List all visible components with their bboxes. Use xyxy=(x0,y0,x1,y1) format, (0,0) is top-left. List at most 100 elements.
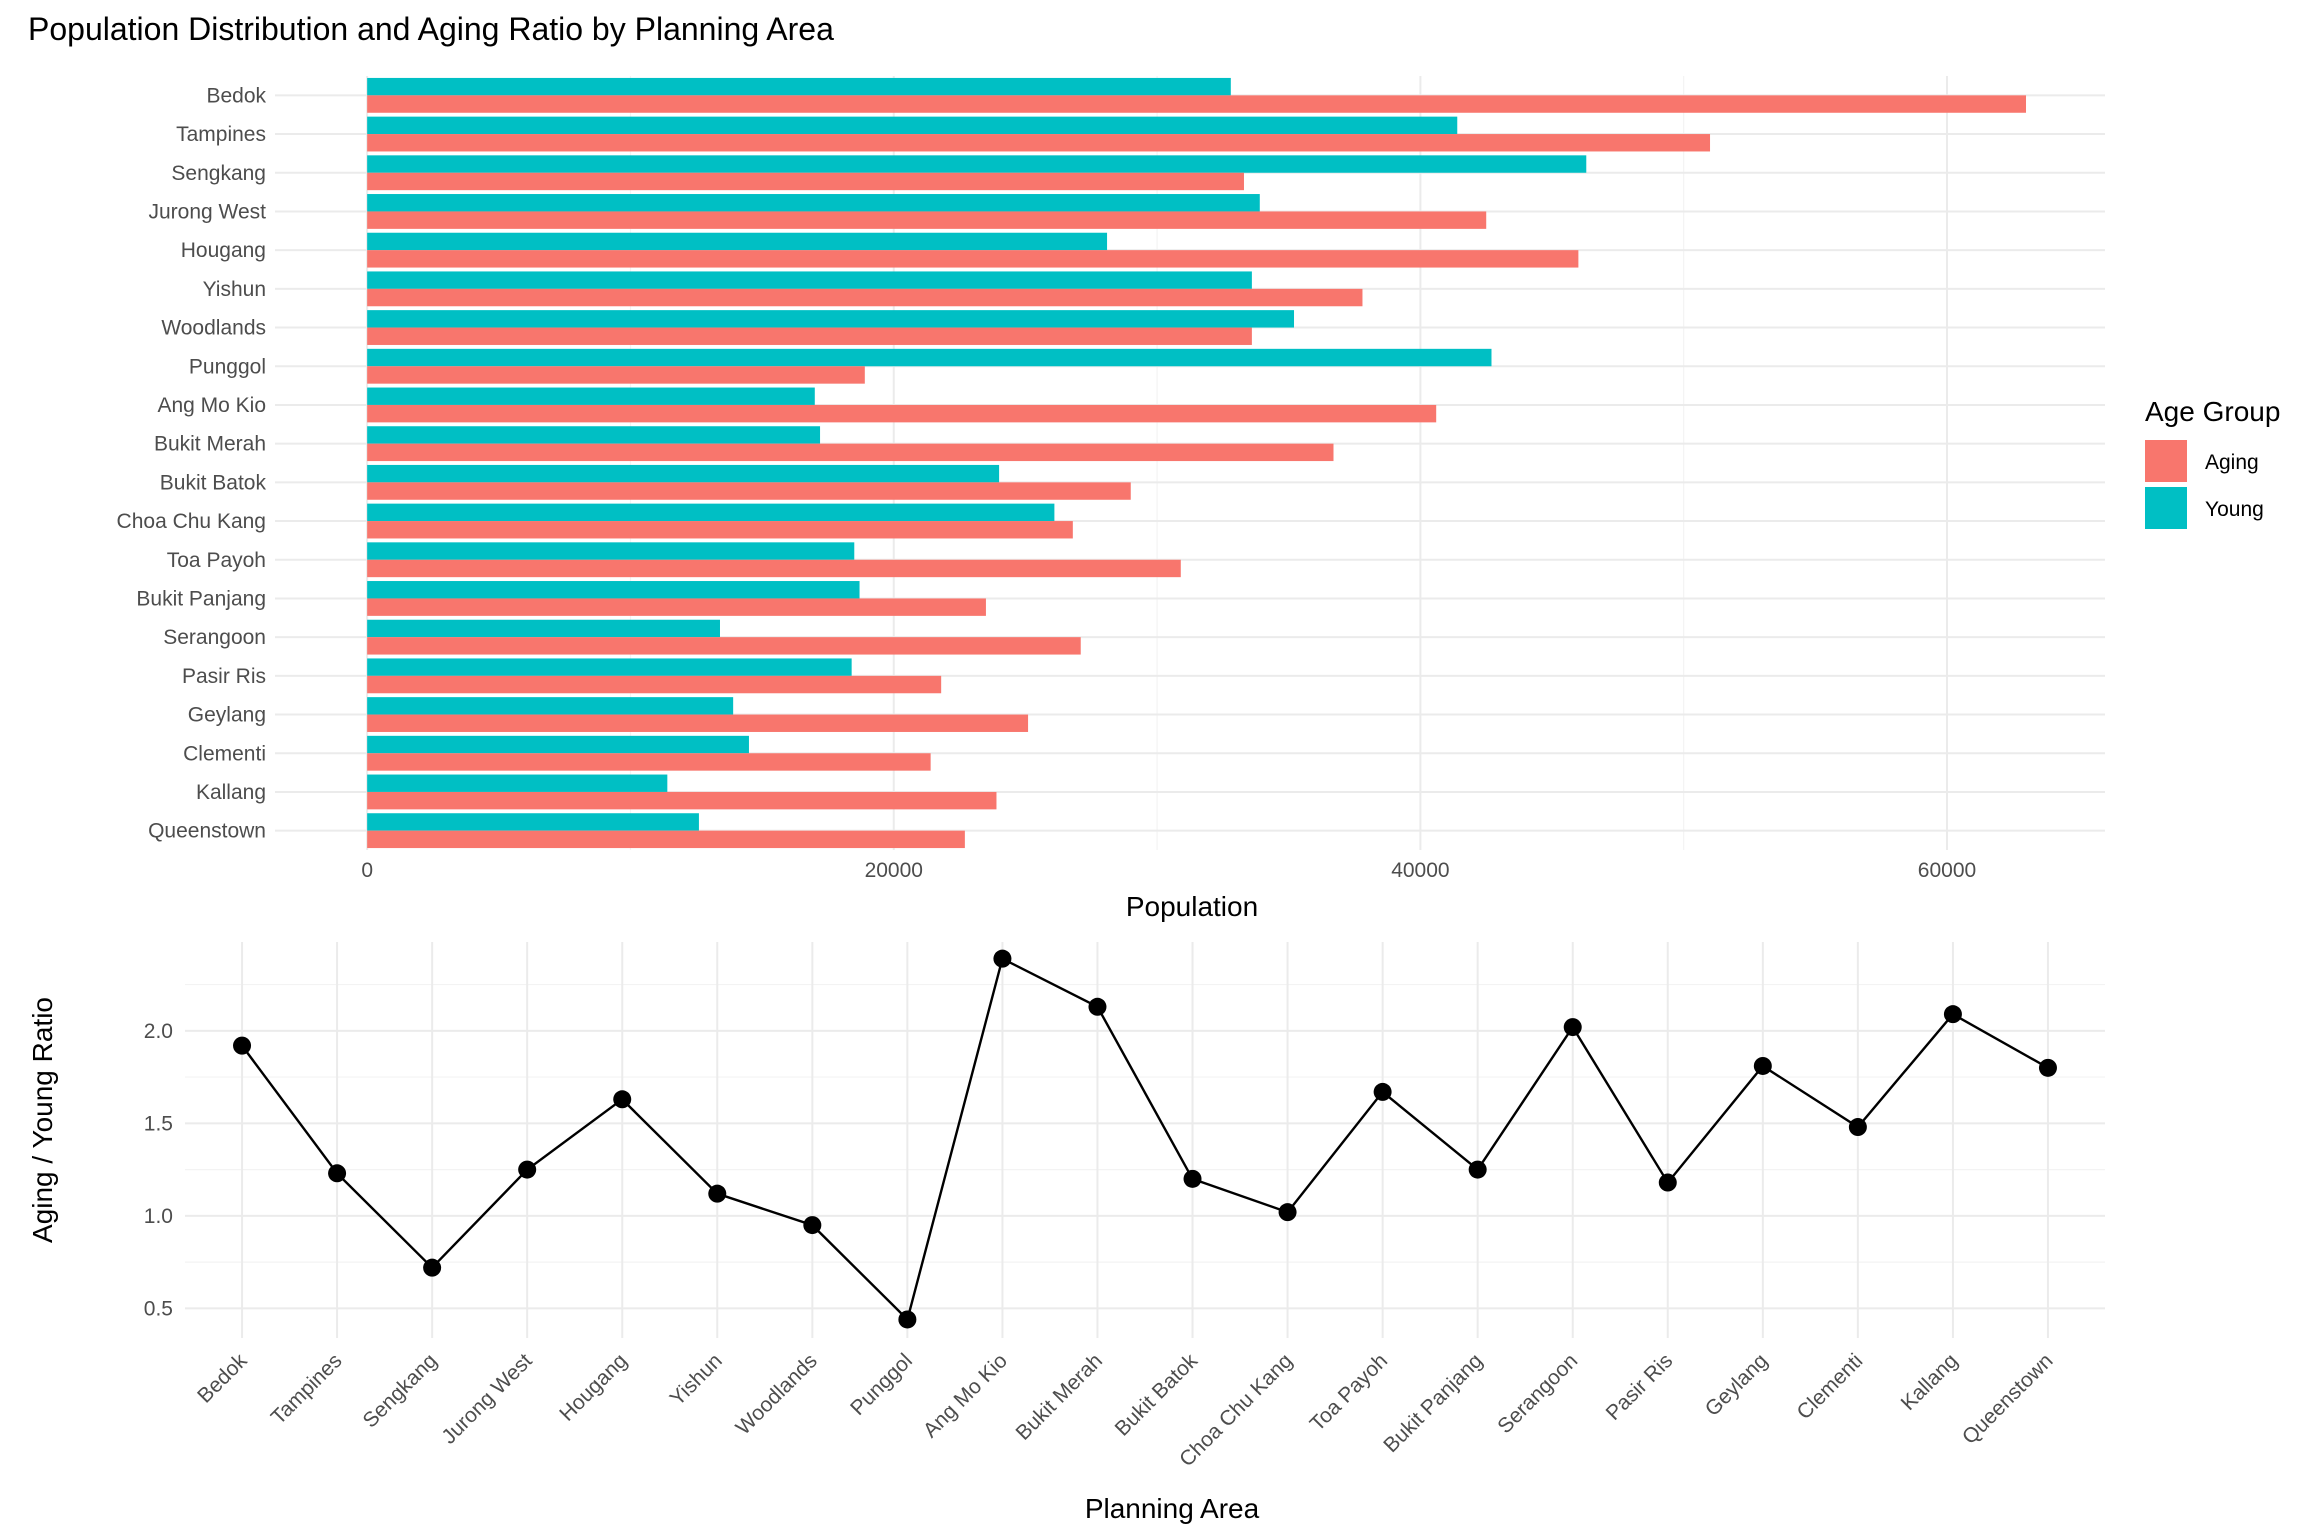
bar-category-label: Queenstown xyxy=(148,820,266,843)
bar-aging-kallang xyxy=(367,791,997,810)
bar-aging-toa-payoh xyxy=(367,559,1181,578)
chart-title: Population Distribution and Aging Ratio … xyxy=(28,11,834,47)
line-x-tick-label: Kallang xyxy=(1897,1349,1963,1415)
bar-young-bukit-panjang xyxy=(367,581,860,599)
bar-young-tampines xyxy=(367,116,1458,135)
bar-young-jurong-west xyxy=(367,194,1260,212)
bar-aging-bukit-panjang xyxy=(367,598,986,616)
legend-swatch-young xyxy=(2145,487,2187,529)
ratio-point-sengkang xyxy=(423,1258,442,1277)
bar-aging-bukit-merah xyxy=(367,443,1334,462)
line-y-tick-label: 2.0 xyxy=(144,1020,173,1043)
ratio-point-kallang xyxy=(1943,1005,1962,1024)
bar-aging-choa-chu-kang xyxy=(367,521,1073,539)
bar-category-label: Clementi xyxy=(183,742,266,765)
ratio-points xyxy=(233,949,2057,1329)
bar-young-woodlands xyxy=(367,310,1295,328)
bar-aging-serangoon xyxy=(367,637,1081,655)
bar-category-label: Bukit Batok xyxy=(160,471,267,494)
legend: Age Group Aging Young xyxy=(2145,396,2280,529)
bar-chart-panel: Bedok Tampines Sengkang Jurong West Hougang Y… xyxy=(117,76,2105,922)
bar-chart-x-tick-labels: 0 20000 40000 60000 xyxy=(361,859,1976,882)
bar-category-label: Geylang xyxy=(188,704,266,727)
bar-x-tick-label: 40000 xyxy=(1391,859,1449,882)
bar-chart-x-axis-title: Population xyxy=(1126,891,1258,922)
line-x-tick-label: Clementi xyxy=(1793,1349,1868,1424)
line-chart-y-tick-labels: 0.5 1.0 1.5 2.0 xyxy=(144,1020,173,1321)
bar-aging-bedok xyxy=(367,95,2027,113)
line-x-tick-label: Geylang xyxy=(1701,1349,1773,1421)
ratio-point-yishun xyxy=(708,1184,727,1203)
bar-aging-bukit-batok xyxy=(367,482,1131,500)
bar-young-punggol xyxy=(367,348,1492,367)
bar-category-label: Tampines xyxy=(176,123,266,146)
bar-category-label: Pasir Ris xyxy=(182,665,266,688)
legend-label-young: Young xyxy=(2205,498,2264,521)
bar-young-pasir-ris xyxy=(367,658,852,676)
ratio-point-jurong-west xyxy=(518,1160,537,1179)
line-chart-x-axis-title: Planning Area xyxy=(1085,1493,1260,1524)
line-x-tick-label: Bukit Panjang xyxy=(1379,1349,1487,1457)
ratio-point-queenstown xyxy=(2038,1058,2057,1077)
bar-aging-geylang xyxy=(367,714,1029,732)
ratio-line xyxy=(241,956,2049,1322)
bar-aging-tampines xyxy=(367,134,1711,152)
ratio-point-toa-payoh xyxy=(1373,1082,1392,1101)
line-y-tick-label: 1.5 xyxy=(144,1112,173,1135)
legend-swatch-aging xyxy=(2145,440,2187,482)
legend-label-aging: Aging xyxy=(2205,451,2259,474)
bar-young-sengkang xyxy=(367,155,1587,173)
ratio-point-ang-mo-kio xyxy=(993,949,1012,968)
bar-category-label: Bukit Panjang xyxy=(136,587,266,610)
bar-young-bukit-batok xyxy=(367,464,1000,483)
bar-category-label: Hougang xyxy=(181,239,266,262)
bar-category-label: Serangoon xyxy=(163,626,266,649)
bar-young-queenstown xyxy=(367,813,699,831)
bar-category-label: Sengkang xyxy=(171,162,266,185)
bar-chart-grid xyxy=(275,76,2105,850)
bar-x-tick-label: 60000 xyxy=(1918,859,1976,882)
bar-x-tick-label: 0 xyxy=(361,859,373,882)
line-x-tick-label: Tampines xyxy=(267,1349,347,1429)
ratio-point-tampines xyxy=(328,1164,347,1183)
bar-category-label: Punggol xyxy=(189,355,266,378)
line-x-tick-label: Queenstown xyxy=(1958,1349,2058,1449)
bar-aging-queenstown xyxy=(367,830,965,849)
bar-aging-ang-mo-kio xyxy=(367,404,1437,423)
legend-title: Age Group xyxy=(2145,396,2280,427)
line-y-tick-label: 0.5 xyxy=(144,1297,173,1320)
bar-young-ang-mo-kio xyxy=(367,387,815,405)
line-x-tick-label: Woodlands xyxy=(732,1349,822,1439)
line-x-tick-label: Sengkang xyxy=(359,1349,442,1432)
bar-aging-clementi xyxy=(367,753,931,771)
line-x-tick-label: Yishun xyxy=(666,1349,727,1410)
line-x-tick-label: Hougang xyxy=(555,1349,632,1426)
bar-category-label: Woodlands xyxy=(161,317,266,340)
line-x-tick-label: Punggol xyxy=(846,1349,917,1420)
bar-young-geylang xyxy=(367,697,734,715)
bar-young-bukit-merah xyxy=(367,426,821,444)
bar-category-label: Bedok xyxy=(206,84,266,107)
bar-aging-pasir-ris xyxy=(367,675,942,694)
bar-young-choa-chu-kang xyxy=(367,503,1055,522)
ratio-point-serangoon xyxy=(1563,1018,1582,1037)
bar-young-kallang xyxy=(367,774,668,792)
ratio-point-bukit-batok xyxy=(1183,1169,1202,1188)
ratio-point-bukit-merah xyxy=(1088,997,1107,1016)
line-x-tick-label: Bukit Batok xyxy=(1111,1349,1203,1441)
ratio-point-choa-chu-kang xyxy=(1278,1203,1297,1222)
line-x-tick-label: Jurong West xyxy=(437,1349,536,1448)
ratio-point-woodlands xyxy=(803,1216,822,1235)
ratio-point-bukit-panjang xyxy=(1468,1160,1487,1179)
bar-young-hougang xyxy=(367,232,1108,251)
ratio-point-punggol xyxy=(898,1310,917,1329)
bar-chart-category-labels: Bedok Tampines Sengkang Jurong West Hougang Y… xyxy=(117,84,267,842)
bar-young-bedok xyxy=(367,77,1231,96)
bar-young-clementi xyxy=(367,735,749,754)
bar-x-tick-label: 20000 xyxy=(865,859,923,882)
bar-aging-hougang xyxy=(367,250,1579,268)
bar-aging-woodlands xyxy=(367,327,1252,345)
bar-aging-sengkang xyxy=(367,172,1244,191)
ratio-point-clementi xyxy=(1848,1118,1867,1137)
